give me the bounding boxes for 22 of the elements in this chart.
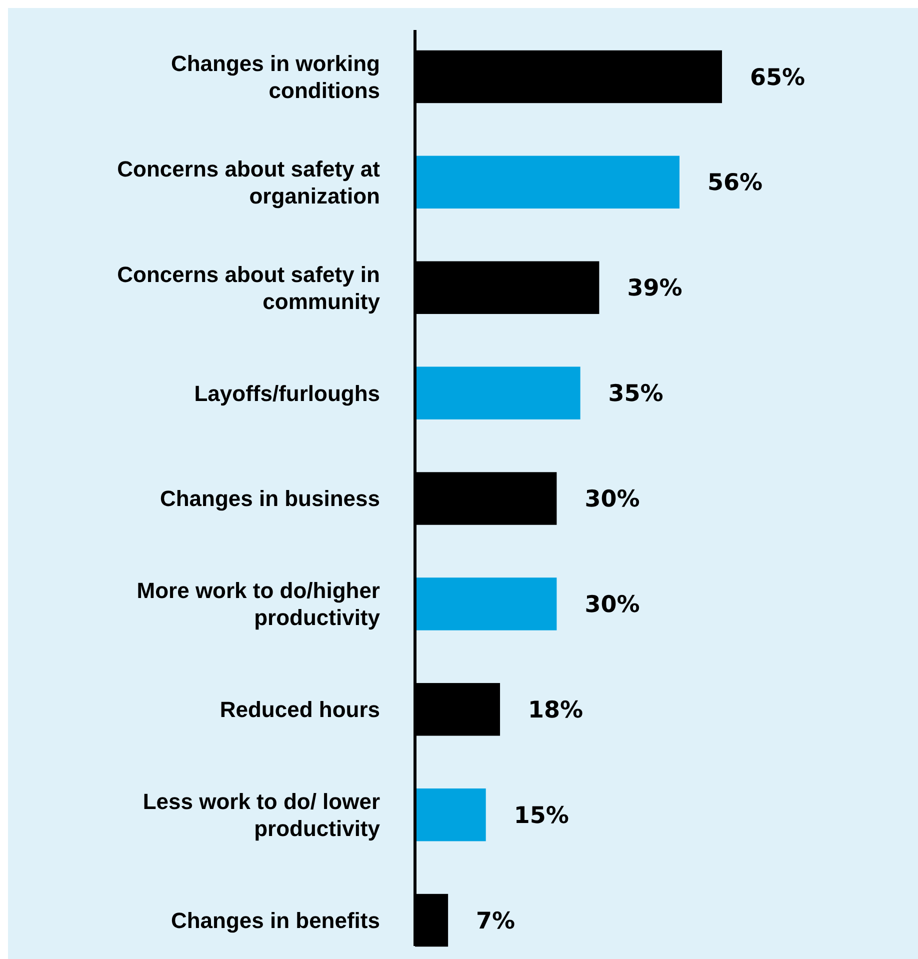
bar — [415, 366, 580, 420]
y-tick-label: Less work to do/ lower productivity — [142, 789, 381, 842]
y-tick-label: Layoffs/furloughs — [194, 380, 380, 406]
y-tick-label: Changes in business — [160, 486, 380, 512]
y-tick-label: More work to do/higher productivity — [136, 578, 381, 630]
bar — [415, 578, 557, 630]
data-label: 35% — [608, 381, 664, 408]
bar — [415, 156, 680, 209]
data-label: 30% — [584, 592, 640, 618]
y-tick-label: Changes in benefits — [170, 908, 380, 933]
y-tick-label: Reduced hours — [220, 697, 380, 722]
data-label: 56% — [707, 170, 763, 196]
y-tick-label: Changes in working conditions — [170, 50, 380, 103]
data-label: 65% — [750, 64, 806, 91]
data-label: 18% — [528, 697, 584, 724]
data-label: 15% — [514, 802, 569, 829]
y-tick-label: Concerns about safety at organization — [117, 156, 381, 208]
data-label: 30% — [584, 486, 640, 513]
data-label: 7% — [476, 908, 516, 934]
data-label: 39% — [627, 276, 682, 302]
bar — [415, 788, 486, 842]
y-tick-label: Concerns about safety in community — [117, 262, 381, 314]
